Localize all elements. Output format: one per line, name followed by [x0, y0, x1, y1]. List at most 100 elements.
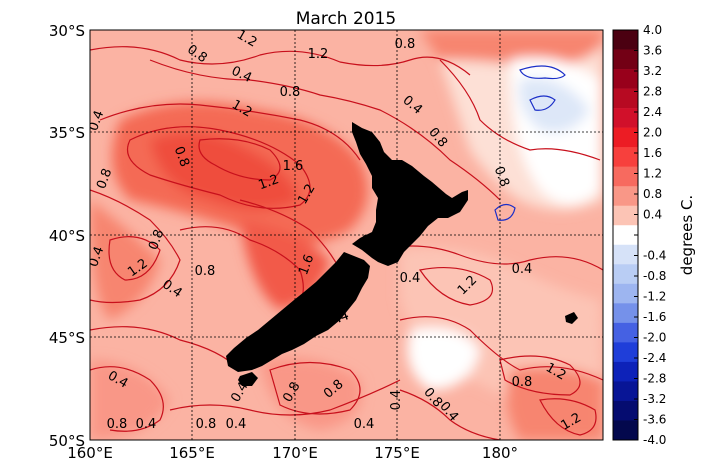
contour-line: [379, 245, 603, 271]
contour-line: [90, 189, 181, 304]
colorbar-tick-label: -1.6: [643, 310, 666, 324]
contour-label: 0.8: [146, 228, 167, 253]
colorbar-tick-label: 3.2: [643, 64, 662, 78]
colorbar-tick-label: 2.8: [643, 85, 662, 99]
colorbar-tick-label: 4.0: [643, 23, 662, 37]
colorbar-segment: [613, 400, 638, 421]
colorbar-tick-label: -4.0: [643, 433, 666, 447]
y-tick-label: 30°S: [49, 22, 85, 40]
contour-label: 0.8: [395, 37, 416, 52]
contour-label: 1.6: [283, 159, 304, 174]
x-tick-label: 180°: [482, 444, 518, 462]
colorbar-tick-label: -0.8: [643, 269, 666, 283]
colorbar-segment: [613, 108, 638, 128]
x-tick-label: 170°E: [272, 444, 318, 462]
colorbar-tick-label: -0.4: [643, 249, 666, 263]
contour-label: 1.2: [257, 172, 282, 193]
colorbar: 4.0 3.6 3.2 2.8 2.4 2.0 1.6 1.2 0.8 0.4 -0.4 -0.8 -1…: [612, 23, 666, 447]
contour-label: 1.6: [296, 253, 317, 278]
north-island: [352, 122, 468, 266]
contour-line: [419, 266, 494, 306]
contour-line: [126, 126, 311, 209]
colorbar-tick-label: -2.8: [643, 372, 666, 386]
contour-label: 0.4: [389, 390, 404, 411]
gridlines: [90, 30, 603, 440]
contour-line: [90, 46, 471, 76]
contour-line: [439, 59, 601, 161]
contour-label: 0.8: [491, 165, 512, 190]
contour-line: [90, 366, 164, 432]
contour-line: [539, 398, 597, 436]
contour-line: [269, 361, 361, 415]
south-island: [226, 252, 370, 372]
chatham-island: [565, 312, 578, 324]
colorbar-tick-label: 0.8: [643, 187, 662, 201]
colorbar-tick-label: 3.6: [643, 44, 662, 58]
contour-label: 0.4: [512, 262, 533, 277]
contour-label: 0.8: [171, 145, 192, 170]
contour-line: [519, 65, 566, 80]
map-title: March 2015: [296, 9, 397, 29]
colorbar-segment: [613, 283, 638, 304]
contour-line: [399, 389, 501, 440]
x-tick-label: 160°E: [67, 444, 113, 462]
contour-line: [499, 355, 581, 396]
contour-label: 0.4: [226, 417, 247, 432]
contour-line: [529, 95, 556, 111]
colorbar-segment: [613, 30, 638, 50]
colorbar-segment: [613, 244, 638, 265]
colorbar-segment: [613, 342, 638, 363]
x-axis: 160°E 165°E 170°E 175°E 180°: [67, 444, 518, 462]
colorbar-segment: [613, 322, 638, 343]
y-tick-label: 45°S: [49, 329, 85, 347]
y-tick-label: 50°S: [49, 432, 85, 450]
colorbar-tick-label: -1.2: [643, 290, 666, 304]
contour-line: [399, 316, 603, 381]
contour-label: 0.4: [354, 417, 375, 432]
contour-label: 0.8: [195, 264, 216, 279]
contour-label: 0.8: [196, 417, 217, 432]
colorbar-segment: [613, 69, 638, 89]
colorbar-tick-label: -2.4: [643, 351, 666, 365]
land-masses: [226, 122, 578, 386]
colorbar-tick-label: 1.6: [643, 146, 662, 160]
colorbar-segment: [613, 420, 638, 441]
colorbar-tick-label: -3.6: [643, 413, 666, 427]
contour-label: 0.4: [136, 417, 157, 432]
colorbar-segment: [613, 186, 638, 207]
colorbar-segment: [613, 361, 638, 382]
colorbar-segment: [613, 88, 638, 109]
x-tick-label: 165°E: [169, 444, 215, 462]
contour-line: [494, 203, 516, 221]
contour-label: 0.4: [400, 271, 421, 286]
colorbar-segment: [613, 264, 638, 285]
contour-label: 1.2: [308, 47, 329, 62]
colorbar-tick-label: -2.0: [643, 331, 666, 345]
contour-label: 0.8: [280, 85, 301, 100]
x-tick-label: 175°E: [374, 444, 420, 462]
contour-line: [90, 326, 241, 371]
map-frame: [89, 29, 604, 441]
contour-label: 0.8: [94, 167, 115, 192]
colorbar-segment: [613, 49, 638, 70]
map-area: 1.21.20.8 0.80.80.40.81.20.40.41.61.2 1.20…: [90, 30, 603, 440]
colorbar-label: degrees C.: [678, 195, 696, 275]
colorbar-segment: [613, 205, 638, 226]
contour-label: 0.8: [512, 375, 533, 390]
contour-line: [198, 138, 281, 181]
colorbar-tick-label: 1.2: [643, 167, 662, 181]
y-tick-label: 40°S: [49, 227, 85, 245]
contour-label: 0.4: [327, 308, 352, 329]
contour-label: 0.4: [327, 308, 352, 329]
y-tick-label: 35°S: [49, 124, 85, 142]
contour-label: 0.8: [107, 417, 128, 432]
colorbar-segment: [613, 147, 638, 167]
y-axis: 30°S 35°S 40°S 45°S 50°S: [49, 22, 85, 450]
colorbar-segment: [613, 225, 638, 246]
colorbar-tick-label: 2.0: [643, 126, 662, 140]
colorbar-tick-label: 2.4: [643, 105, 662, 119]
contour-line: [149, 59, 501, 201]
stewart-island: [238, 372, 258, 386]
colorbar-segment: [613, 127, 638, 148]
